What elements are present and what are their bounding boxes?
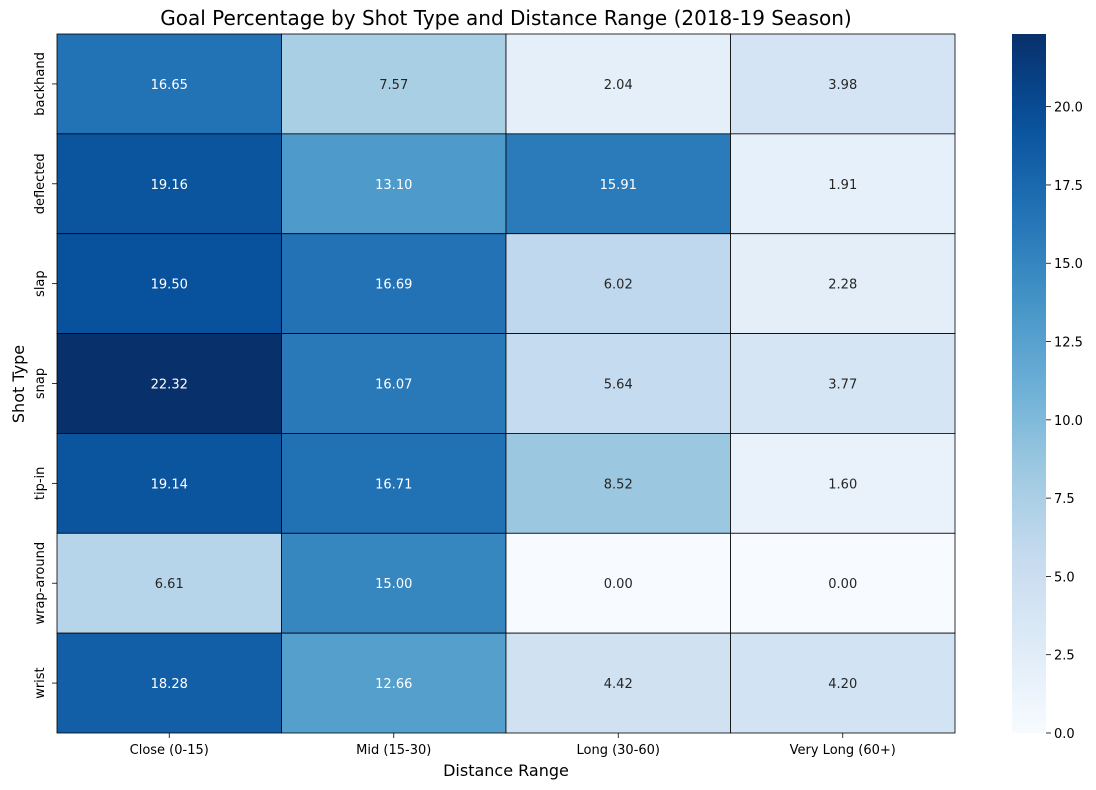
heatmap-cell-5-2 xyxy=(505,532,731,634)
cell-value-2-2: 6.02 xyxy=(604,278,633,293)
cell-value-1-1: 13.10 xyxy=(375,178,412,193)
cell-value-4-0: 19.14 xyxy=(151,477,188,492)
heatmap-cell-5-1 xyxy=(281,532,507,634)
y-tick-label-3: snap xyxy=(33,368,48,399)
cell-value-1-0: 19.16 xyxy=(151,178,188,193)
x-tick-label-2: Long (30-60) xyxy=(576,743,660,758)
heatmap-cell-5-0 xyxy=(56,532,282,634)
cell-value-5-2: 0.00 xyxy=(604,577,633,592)
cell-value-0-2: 2.04 xyxy=(604,78,633,93)
heatmap-cell-3-2 xyxy=(505,333,731,434)
heatmap-cells xyxy=(56,33,956,734)
heatmap-cell-0-0 xyxy=(56,33,282,135)
cell-value-4-3: 1.60 xyxy=(828,477,857,492)
cell-value-4-2: 8.52 xyxy=(604,477,633,492)
colorbar-tick-label-1: 2.5 xyxy=(1054,649,1075,664)
heatmap-cell-4-3 xyxy=(730,433,956,534)
cell-value-3-2: 5.64 xyxy=(604,378,633,393)
cell-value-4-1: 16.71 xyxy=(375,477,412,492)
colorbar-tick-label-6: 15.0 xyxy=(1054,257,1083,272)
cell-value-6-3: 4.20 xyxy=(828,677,857,692)
cell-value-2-3: 2.28 xyxy=(828,278,857,293)
heatmap-cell-0-2 xyxy=(505,33,731,135)
colorbar-tick-label-0: 0.0 xyxy=(1054,727,1075,742)
heatmap-cell-4-0 xyxy=(56,433,282,534)
y-tick-label-0: backhand xyxy=(33,52,48,116)
cell-value-1-2: 15.91 xyxy=(600,178,637,193)
colorbar-tick-label-7: 17.5 xyxy=(1054,179,1083,194)
x-tick-label-0: Close (0-15) xyxy=(130,743,209,758)
cell-value-5-3: 0.00 xyxy=(828,577,857,592)
colorbar-tick-label-5: 12.5 xyxy=(1054,336,1083,351)
heatmap-cell-1-2 xyxy=(505,133,731,235)
x-tick-label-1: Mid (15-30) xyxy=(356,743,431,758)
cell-value-6-0: 18.28 xyxy=(151,677,188,692)
y-tick-label-2: slap xyxy=(33,270,48,297)
x-axis-label: Distance Range xyxy=(443,761,569,780)
heatmap-cell-1-0 xyxy=(56,133,282,235)
heatmap-cell-0-3 xyxy=(730,33,956,135)
heatmap-cell-6-1 xyxy=(281,632,507,734)
colorbar-tick-label-3: 7.5 xyxy=(1054,492,1075,507)
heatmap-cell-1-1 xyxy=(281,133,507,235)
cell-value-3-3: 3.77 xyxy=(828,378,857,393)
heatmap-cell-4-2 xyxy=(505,433,731,534)
cell-value-2-1: 16.69 xyxy=(375,278,412,293)
heatmap-cell-6-3 xyxy=(730,632,956,734)
y-axis-label: Shot Type xyxy=(9,345,28,423)
heatmap-cell-4-1 xyxy=(281,433,507,534)
cell-value-6-2: 4.42 xyxy=(604,677,633,692)
y-tick-label-1: deflected xyxy=(33,153,48,214)
heatmap-cell-3-3 xyxy=(730,333,956,434)
heatmap-cell-0-1 xyxy=(281,33,507,135)
cell-value-6-1: 12.66 xyxy=(375,677,412,692)
heatmap-cell-6-2 xyxy=(505,632,731,734)
cell-value-5-0: 6.61 xyxy=(155,577,184,592)
colorbar-tick-label-2: 5.0 xyxy=(1054,570,1075,585)
chart-title: Goal Percentage by Shot Type and Distanc… xyxy=(160,6,851,30)
cell-value-0-0: 16.65 xyxy=(151,78,188,93)
x-tick-label-3: Very Long (60+) xyxy=(790,743,896,758)
colorbar xyxy=(1012,34,1046,733)
cell-value-3-1: 16.07 xyxy=(375,378,412,393)
cell-value-3-0: 22.32 xyxy=(151,378,188,393)
heatmap-cell-3-0 xyxy=(56,333,282,434)
cell-value-1-3: 1.91 xyxy=(828,178,857,193)
y-tick-label-6: wrist xyxy=(33,667,48,698)
cell-value-5-1: 15.00 xyxy=(375,577,412,592)
heatmap-cell-6-0 xyxy=(56,632,282,734)
colorbar-tick-label-8: 20.0 xyxy=(1054,101,1083,116)
y-axis-ticks: backhand deflected slap snap tip-in wrap-arou… xyxy=(33,52,57,699)
y-tick-label-5: wrap-around xyxy=(33,542,48,625)
x-axis-ticks: Close (0-15) Mid (15-30) Long (30-60) Very … xyxy=(130,733,896,758)
cell-value-0-3: 3.98 xyxy=(828,78,857,93)
heatmap-cell-1-3 xyxy=(730,133,956,235)
heatmap-cell-5-3 xyxy=(730,532,956,634)
cell-annotations: 16.65 7.57 2.04 3.98 19.16 13.10 15.91 1.91 19.5… xyxy=(151,78,858,692)
heatmap-cell-2-3 xyxy=(730,233,956,334)
colorbar-ticks: 0.0 2.5 5.0 7.5 10.0 12.5 15.0 17.5 20.0 xyxy=(1046,101,1083,742)
colorbar-tick-label-4: 10.0 xyxy=(1054,414,1083,429)
y-tick-label-4: tip-in xyxy=(33,467,48,501)
cell-value-2-0: 19.50 xyxy=(151,278,188,293)
heatmap-cell-3-1 xyxy=(281,333,507,434)
cell-value-0-1: 7.57 xyxy=(379,78,408,93)
heatmap-cell-2-1 xyxy=(281,233,507,334)
